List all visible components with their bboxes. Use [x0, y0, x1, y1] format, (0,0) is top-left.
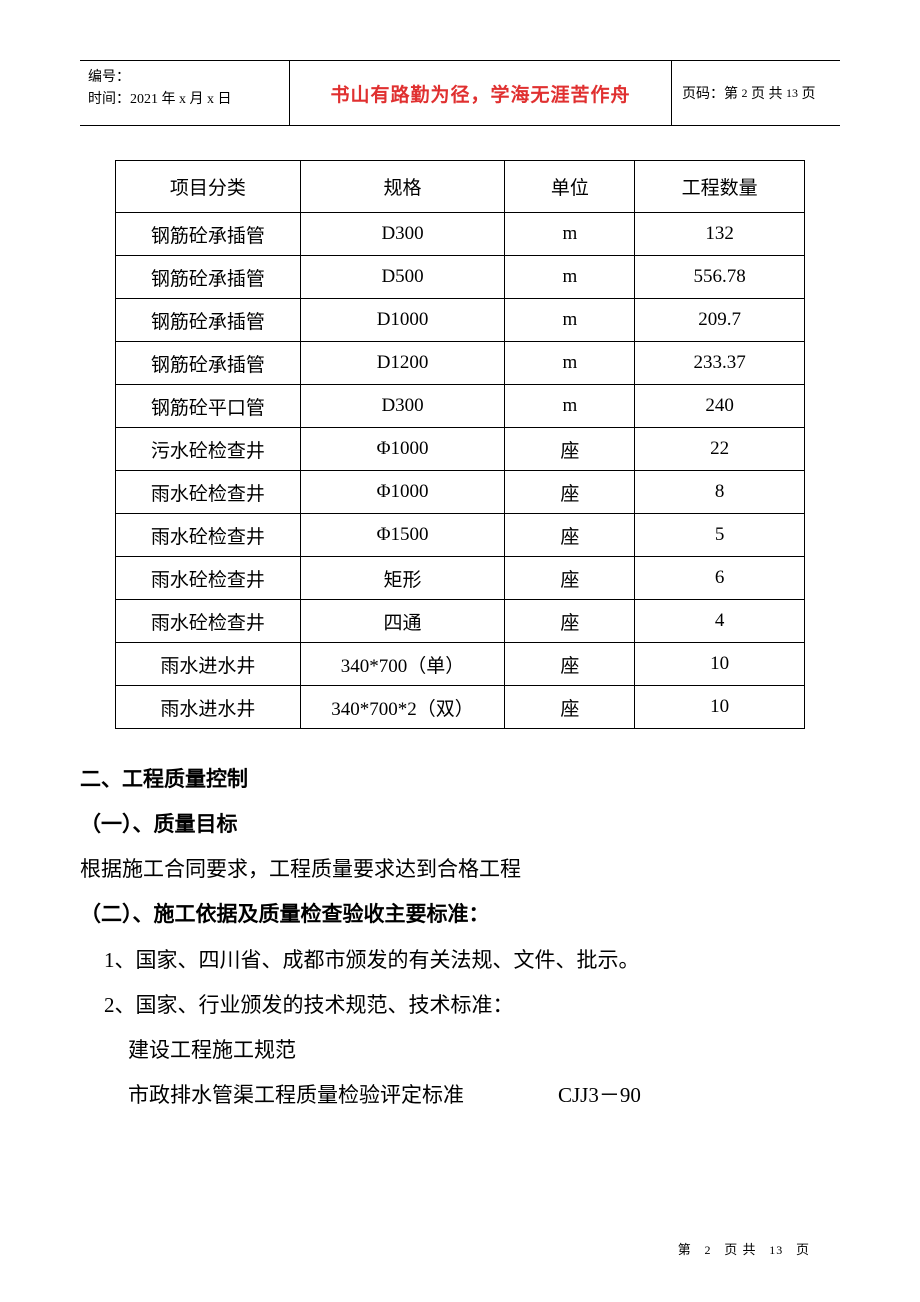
- cell-spec: D300: [300, 385, 505, 428]
- cell-category: 钢筋砼承插管: [116, 213, 301, 256]
- header-page-info: 页码： 第 2 页 共 13 页: [672, 61, 840, 125]
- table-row: 雨水进水井 340*700（单） 座 10: [116, 643, 805, 686]
- cell-qty: 8: [635, 471, 805, 514]
- cell-qty: 6: [635, 557, 805, 600]
- cell-qty: 4: [635, 600, 805, 643]
- table-row: 钢筋砼承插管 D1000 m 209.7: [116, 299, 805, 342]
- cell-spec: D500: [300, 256, 505, 299]
- footer-page-total: 13: [769, 1243, 783, 1257]
- cell-spec: Φ1000: [300, 471, 505, 514]
- cell-qty: 5: [635, 514, 805, 557]
- cell-category: 雨水砼检查井: [116, 600, 301, 643]
- footer-a: 第: [678, 1242, 692, 1257]
- subsection-heading-2-1: （一）、质量目标: [80, 802, 840, 847]
- cell-unit: m: [505, 213, 635, 256]
- header-doc-number: 编号：: [88, 67, 289, 89]
- table-row: 钢筋砼承插管 D500 m 556.78: [116, 256, 805, 299]
- col-header-qty: 工程数量: [635, 161, 805, 213]
- cell-unit: 座: [505, 686, 635, 729]
- cell-spec: D1000: [300, 299, 505, 342]
- cell-spec: 四通: [300, 600, 505, 643]
- cell-spec: D300: [300, 213, 505, 256]
- cell-unit: 座: [505, 514, 635, 557]
- cell-spec: Φ1500: [300, 514, 505, 557]
- header-left: 编号： 时间：2021 年 x 月 x 日: [80, 61, 290, 125]
- col-header-unit: 单位: [505, 161, 635, 213]
- list-item-1: 1、国家、四川省、成都市颁发的有关法规、文件、批示。: [80, 938, 840, 983]
- footer-c: 页: [796, 1242, 810, 1257]
- cell-spec: 矩形: [300, 557, 505, 600]
- cell-category: 雨水砼检查井: [116, 471, 301, 514]
- list-item-2b: 市政排水管渠工程质量检验评定标准 CJJ3－90: [80, 1073, 840, 1118]
- footer-page-current: 2: [704, 1243, 711, 1257]
- cell-unit: 座: [505, 557, 635, 600]
- cell-category: 雨水进水井: [116, 686, 301, 729]
- cell-category: 雨水砼检查井: [116, 514, 301, 557]
- table-row: 污水砼检查井 Φ1000 座 22: [116, 428, 805, 471]
- list-item-2a: 建设工程施工规范: [80, 1028, 840, 1073]
- cell-unit: 座: [505, 471, 635, 514]
- col-header-spec: 规格: [300, 161, 505, 213]
- cell-unit: m: [505, 385, 635, 428]
- header-page-a: 第: [724, 83, 738, 103]
- paragraph-quality-target: 根据施工合同要求，工程质量要求达到合格工程: [80, 847, 840, 892]
- body-text: 二、工程质量控制 （一）、质量目标 根据施工合同要求，工程质量要求达到合格工程 …: [80, 757, 840, 1118]
- table-row: 雨水砼检查井 矩形 座 6: [116, 557, 805, 600]
- footer-b: 页 共: [724, 1242, 756, 1257]
- header-page-total: 13: [786, 86, 798, 101]
- list-item-2: 2、国家、行业颁发的技术规范、技术标准：: [80, 983, 840, 1028]
- table-row: 雨水砼检查井 Φ1000 座 8: [116, 471, 805, 514]
- cell-unit: m: [505, 256, 635, 299]
- table-row: 雨水砼检查井 Φ1500 座 5: [116, 514, 805, 557]
- page-footer: 第 2 页 共 13 页: [678, 1239, 810, 1258]
- cell-category: 钢筋砼承插管: [116, 342, 301, 385]
- cell-unit: 座: [505, 600, 635, 643]
- header-page-prefix: 页码：: [682, 83, 724, 103]
- cell-qty: 556.78: [635, 256, 805, 299]
- cell-spec: 340*700（单）: [300, 643, 505, 686]
- table-header-row: 项目分类 规格 单位 工程数量: [116, 161, 805, 213]
- header-date: 时间：2021 年 x 月 x 日: [88, 89, 289, 111]
- cell-category: 钢筋砼承插管: [116, 299, 301, 342]
- cell-category: 雨水进水井: [116, 643, 301, 686]
- standard-code: CJJ3－90: [558, 1073, 641, 1118]
- section-heading-2: 二、工程质量控制: [80, 757, 840, 802]
- header-page-b: 页 共: [751, 83, 783, 103]
- table-row: 钢筋砼承插管 D1200 m 233.37: [116, 342, 805, 385]
- subsection-heading-2-2: （二）、施工依据及质量检查验收主要标准：: [80, 892, 840, 937]
- header-date-value: 2021 年 x 月 x 日: [130, 92, 232, 107]
- cell-category: 污水砼检查井: [116, 428, 301, 471]
- header-title: 书山有路勤为径，学海无涯苦作舟: [290, 61, 672, 125]
- cell-category: 钢筋砼平口管: [116, 385, 301, 428]
- cell-unit: 座: [505, 643, 635, 686]
- table-row: 雨水进水井 340*700*2（双） 座 10: [116, 686, 805, 729]
- standard-name: 市政排水管渠工程质量检验评定标准: [128, 1073, 558, 1118]
- cell-unit: m: [505, 342, 635, 385]
- table-row: 钢筋砼承插管 D300 m 132: [116, 213, 805, 256]
- cell-qty: 209.7: [635, 299, 805, 342]
- quantity-table: 项目分类 规格 单位 工程数量 钢筋砼承插管 D300 m 132 钢筋砼承插管…: [115, 160, 805, 729]
- cell-unit: 座: [505, 428, 635, 471]
- cell-category: 钢筋砼承插管: [116, 256, 301, 299]
- header-page-c: 页: [802, 83, 816, 103]
- col-header-category: 项目分类: [116, 161, 301, 213]
- header-date-prefix: 时间：: [88, 92, 130, 107]
- cell-qty: 233.37: [635, 342, 805, 385]
- page-header: 编号： 时间：2021 年 x 月 x 日 书山有路勤为径，学海无涯苦作舟 页码…: [80, 60, 840, 126]
- cell-spec: Φ1000: [300, 428, 505, 471]
- cell-qty: 240: [635, 385, 805, 428]
- page: 编号： 时间：2021 年 x 月 x 日 书山有路勤为径，学海无涯苦作舟 页码…: [0, 0, 920, 1302]
- cell-qty: 10: [635, 643, 805, 686]
- cell-qty: 10: [635, 686, 805, 729]
- table-row: 雨水砼检查井 四通 座 4: [116, 600, 805, 643]
- cell-spec: D1200: [300, 342, 505, 385]
- cell-spec: 340*700*2（双）: [300, 686, 505, 729]
- cell-qty: 132: [635, 213, 805, 256]
- cell-qty: 22: [635, 428, 805, 471]
- table-row: 钢筋砼平口管 D300 m 240: [116, 385, 805, 428]
- cell-category: 雨水砼检查井: [116, 557, 301, 600]
- cell-unit: m: [505, 299, 635, 342]
